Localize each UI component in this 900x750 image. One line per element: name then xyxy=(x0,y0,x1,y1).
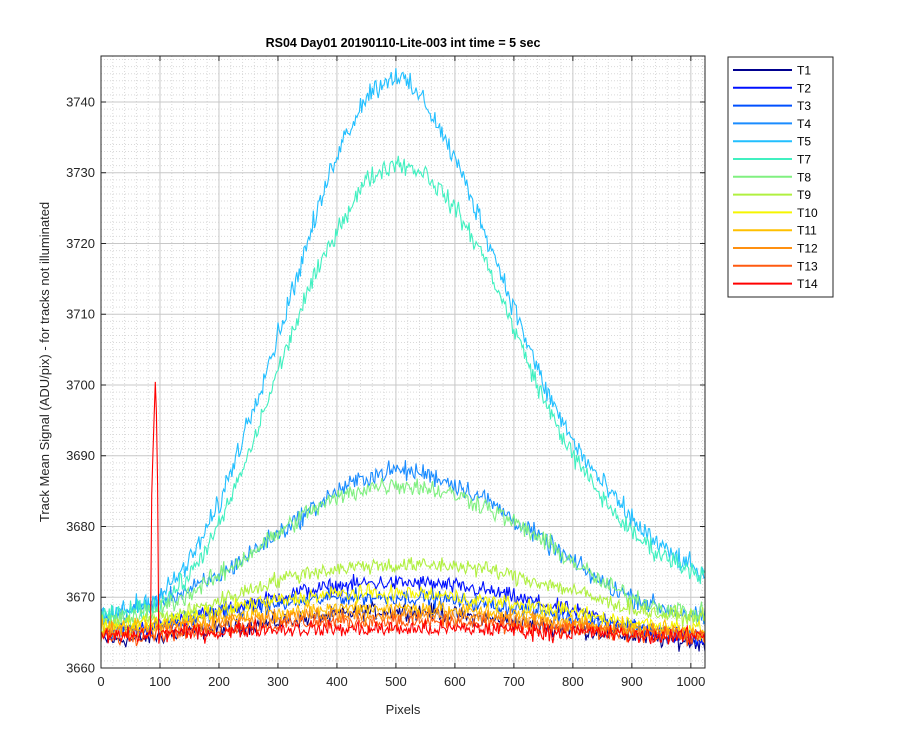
series-line-t9 xyxy=(101,557,705,633)
x-tick-label: 900 xyxy=(621,674,643,689)
y-tick-label: 3720 xyxy=(66,236,95,251)
x-tick-label: 600 xyxy=(444,674,466,689)
legend-label-t12: T12 xyxy=(797,242,818,256)
series-line-t14 xyxy=(101,381,705,645)
x-tick-label: 200 xyxy=(208,674,230,689)
y-tick-label: 3730 xyxy=(66,165,95,180)
axes-box xyxy=(100,55,706,669)
legend-label-t9: T9 xyxy=(797,188,811,202)
legend-label-t7: T7 xyxy=(797,153,811,167)
chart-title: RS04 Day01 20190110-Lite-003 int time = … xyxy=(266,36,541,50)
y-axis-label: Track Mean Signal (ADU/pix) - for tracks… xyxy=(37,202,52,522)
x-tick-label: 500 xyxy=(385,674,407,689)
legend-label-t8: T8 xyxy=(797,170,811,184)
y-tick-label: 3690 xyxy=(66,448,95,463)
x-tick-label: 1000 xyxy=(676,674,705,689)
series-line-t13 xyxy=(101,612,705,647)
y-tick-label: 3700 xyxy=(66,377,95,392)
legend-label-t2: T2 xyxy=(797,81,811,95)
legend-label-t13: T13 xyxy=(797,259,818,273)
legend-label-t10: T10 xyxy=(797,206,818,220)
series-line-t8 xyxy=(101,477,705,626)
x-tick-label: 100 xyxy=(149,674,171,689)
x-tick-label: 800 xyxy=(562,674,584,689)
x-axis: 0 100 200 300 400 500 600 700 800 900 1000 xyxy=(97,56,705,689)
y-tick-label: 3710 xyxy=(66,307,95,322)
series-layer xyxy=(101,68,705,652)
x-axis-label: Pixels xyxy=(386,702,421,717)
legend: T1 T2 T3 T4 T5 T7 T8 T9 T10 T11 T12 T13 T14 xyxy=(727,56,834,298)
axes-frame xyxy=(100,55,706,669)
x-tick-label: 700 xyxy=(503,674,525,689)
y-tick-label: 3670 xyxy=(66,590,95,605)
legend-label-t11: T11 xyxy=(797,224,817,238)
series-line-t7 xyxy=(101,155,705,623)
legend-label-t14: T14 xyxy=(797,277,818,291)
series-line-t12 xyxy=(101,605,705,644)
legend-label-t1: T1 xyxy=(797,64,811,78)
legend-label-t5: T5 xyxy=(797,135,811,149)
x-tick-label: 400 xyxy=(326,674,348,689)
y-tick-label: 3740 xyxy=(66,94,95,109)
series-line-t10 xyxy=(101,582,705,638)
legend-label-t4: T4 xyxy=(797,117,811,131)
y-tick-label: 3680 xyxy=(66,519,95,534)
y-tick-label: 3660 xyxy=(66,661,95,676)
y-axis: 3660 3670 3680 3690 3700 3710 3720 3730 3740 xyxy=(66,94,705,676)
x-tick-label: 300 xyxy=(267,674,289,689)
legend-label-t3: T3 xyxy=(797,99,811,113)
series-line-t5 xyxy=(101,68,705,624)
x-tick-label: 0 xyxy=(97,674,104,689)
